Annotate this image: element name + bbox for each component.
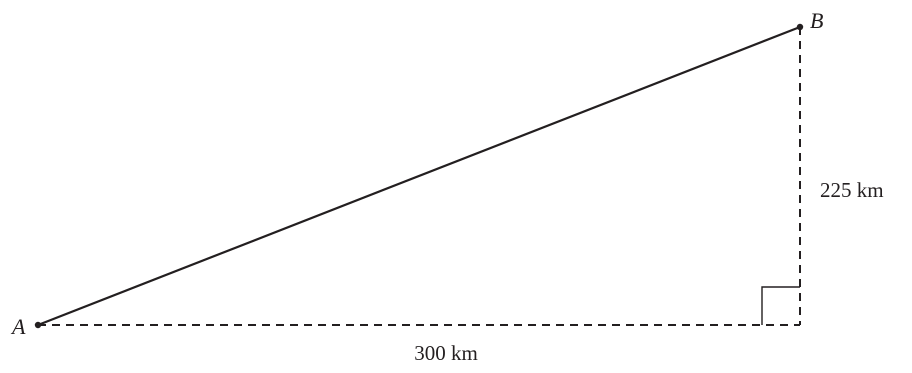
horizontal-distance-label: 300 km bbox=[414, 341, 478, 365]
right-angle-marker bbox=[761, 286, 800, 325]
point-b-label: B bbox=[810, 8, 823, 33]
line-a-to-b bbox=[37, 25, 801, 327]
point-a-label: A bbox=[10, 314, 26, 339]
point-a bbox=[34, 321, 42, 329]
point-b bbox=[796, 23, 804, 31]
vertical-distance-label: 225 km bbox=[820, 178, 884, 202]
